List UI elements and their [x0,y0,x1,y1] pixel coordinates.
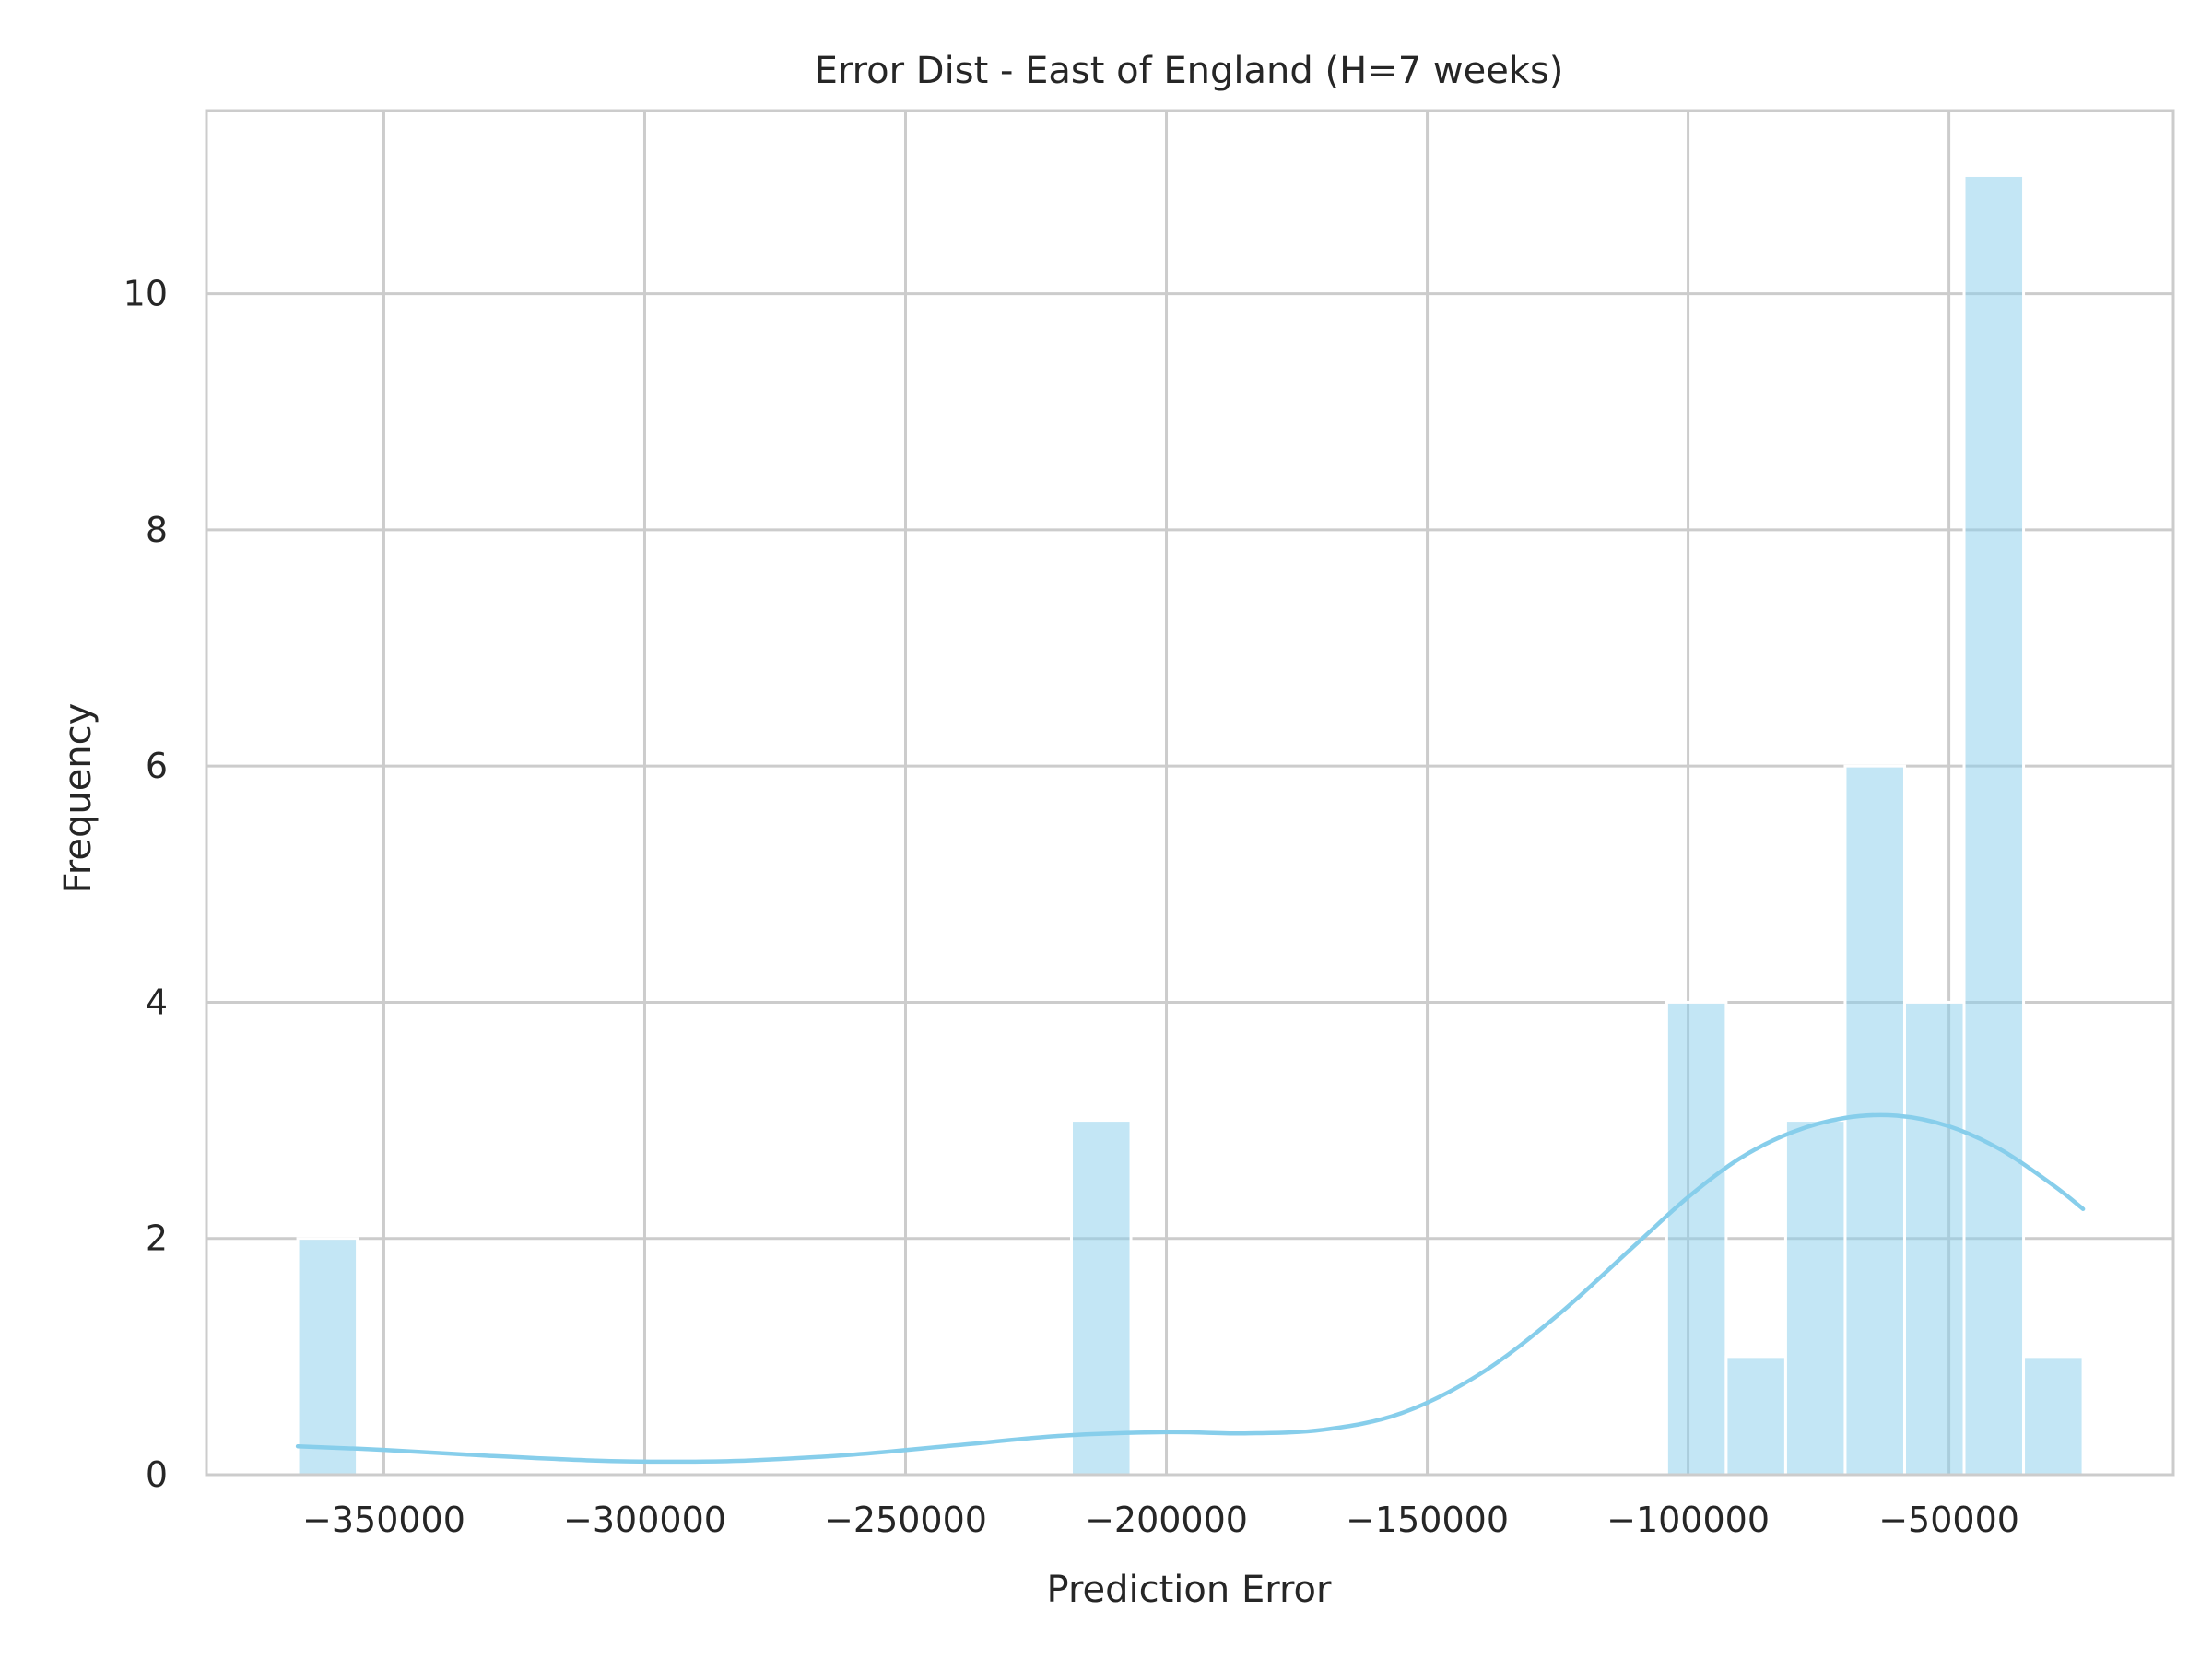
x-tick-label: −150000 [1346,1500,1509,1540]
y-tick-label: 4 [146,982,168,1022]
x-tick-label: −200000 [1085,1500,1248,1540]
x-tick-label: −350000 [302,1500,465,1540]
y-tick-label: 10 [124,274,168,314]
y-axis-label: Frequency [57,703,100,894]
kde-curve [295,1112,2086,1465]
x-tick-label: −50000 [1878,1500,2019,1540]
histogram-bar [1665,1000,1728,1477]
chart-title: Error Dist - East of England (H=7 weeks) [815,50,1564,92]
x-tick-label: −250000 [824,1500,987,1540]
x-tick-labels: −350000 −300000 −250000 −200000 −150000 −1000… [302,1500,2019,1540]
histogram-bar [1070,1119,1133,1477]
plot-frame [205,109,2175,1477]
y-tick-label: 2 [146,1218,168,1259]
x-axis-label: Prediction Error [1047,1569,1332,1611]
x-tick-label: −300000 [563,1500,726,1540]
histogram-bar [1783,1119,1847,1477]
y-tick-label: 6 [146,746,168,786]
y-tick-label: 0 [146,1454,168,1495]
y-tick-labels: 0 2 4 6 8 10 [124,274,168,1495]
histogram-bar [2022,1355,2085,1477]
histogram-bar [296,1237,359,1477]
y-tick-label: 8 [146,510,168,550]
histogram-bar [1962,173,2026,1477]
histogram-bars [296,173,2085,1477]
kde-curve-group [295,1112,2086,1465]
histogram-bar [1724,1355,1787,1477]
x-tick-label: −100000 [1606,1500,1770,1540]
histogram-bar [1902,1000,1966,1477]
histogram-bar [1843,764,1906,1477]
